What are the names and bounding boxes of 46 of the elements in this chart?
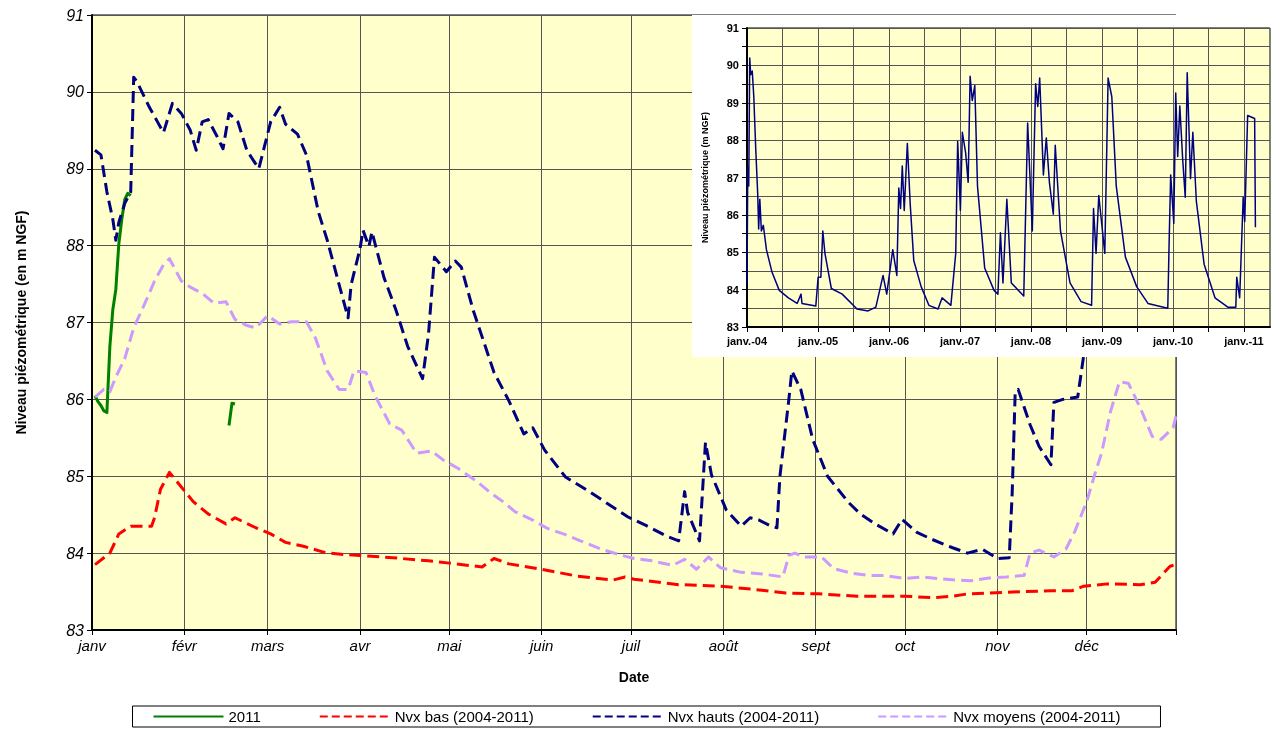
y-tick-label: 89	[726, 96, 739, 109]
x-tick-label: janv.-05	[797, 334, 839, 347]
y-axis-title: Niveau piézométrique (m NGF)	[699, 111, 710, 244]
legend-label: Nvx hauts (2004-2011)	[667, 708, 820, 725]
y-tick-label: 90	[66, 83, 85, 101]
x-tick-label: juil	[619, 637, 641, 654]
x-tick-label: août	[708, 637, 739, 654]
y-tick-label: 85	[66, 467, 85, 485]
y-axis-title: Niveau piézométrique (en m NGF)	[13, 210, 29, 435]
x-axis-title: Date	[618, 669, 650, 685]
x-tick-label: janv	[76, 637, 108, 654]
y-tick-label: 91	[66, 6, 84, 24]
y-tick-label: 90	[726, 59, 739, 72]
y-tick-label: 87	[66, 314, 86, 331]
x-tick-label: oct	[894, 637, 916, 654]
x-tick-label: janv.-10	[1151, 334, 1194, 347]
x-tick-label: nov	[985, 637, 1011, 654]
x-tick-label: janv.-08	[1009, 334, 1052, 347]
y-tick-label: 84	[726, 283, 740, 296]
legend-label: 2011	[228, 708, 261, 725]
x-tick-label: juin	[528, 637, 554, 654]
y-tick-label: 83	[726, 321, 739, 333]
y-tick-label: 91	[726, 22, 739, 34]
legend-label: Nvx bas (2004-2011)	[394, 708, 534, 725]
y-tick-label: 85	[726, 246, 739, 259]
x-tick-label: janv.-04	[725, 334, 768, 347]
x-tick-label: févr	[171, 637, 198, 654]
line-series	[746, 57, 1257, 312]
y-tick-label: 86	[66, 390, 85, 408]
x-tick-label: avr	[349, 637, 372, 654]
x-tick-label: janv.-11	[1223, 334, 1264, 347]
y-tick-label: 87	[726, 171, 739, 184]
y-tick-label: 88	[66, 237, 85, 255]
x-tick-label: janv.-06	[867, 334, 910, 347]
x-tick-label: janv.-09	[1081, 334, 1123, 347]
x-tick-label: mai	[437, 637, 463, 654]
y-tick-label: 83	[66, 621, 85, 639]
x-tick-label: sept	[801, 637, 831, 654]
y-tick-label: 84	[66, 544, 85, 562]
x-tick-label: janv.-07	[938, 334, 981, 347]
y-tick-label: 88	[726, 134, 739, 147]
y-tick-label: 89	[66, 160, 85, 178]
x-tick-label: mars	[251, 637, 285, 654]
x-tick-label: déc	[1074, 637, 1100, 654]
legend-label: Nvx moyens (2004-2011)	[953, 708, 1121, 725]
y-tick-label: 86	[726, 208, 739, 221]
